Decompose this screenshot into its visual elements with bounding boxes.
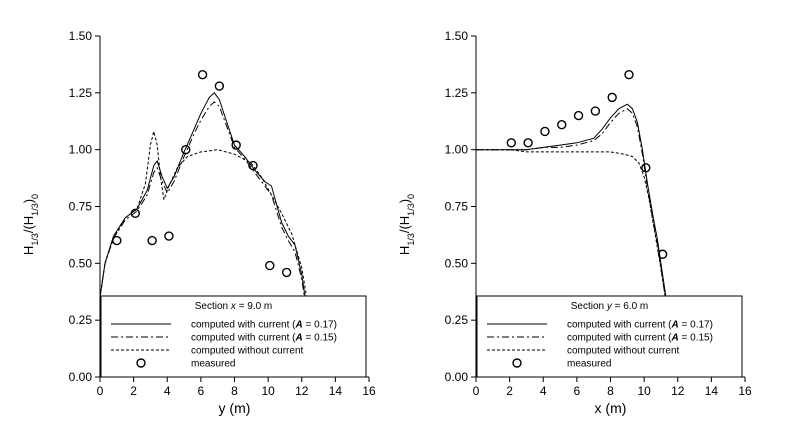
x-tick-label: 10 (261, 384, 275, 398)
x-tick-label: 2 (130, 384, 137, 398)
legend-marker-measured (512, 358, 522, 368)
measured-point (147, 235, 157, 246)
x-tick-label: 16 (362, 384, 376, 398)
x-tick-label: 8 (231, 384, 238, 398)
y-tick-label: 0.50 (69, 256, 93, 270)
x-tick-label: 0 (473, 384, 480, 398)
legend-entry-label: computed without current (191, 346, 304, 357)
measured-point (523, 138, 533, 148)
legend-title: Section x = 9.0 m (195, 301, 273, 312)
x-axis-label: x (m) (595, 400, 627, 416)
legend-marker-measured (136, 358, 146, 368)
legend-entry-label: computed with current (A = 0.15) (567, 333, 713, 344)
measured-point (248, 160, 258, 171)
y-tick-label: 1.50 (69, 29, 93, 43)
y-tick-label: 1.25 (445, 86, 469, 100)
series-line-dashdot (476, 108, 679, 377)
measured-point (197, 69, 208, 80)
y-tick-label: 0.75 (69, 200, 93, 214)
measured-point (265, 260, 275, 271)
x-tick-label: 14 (329, 384, 343, 398)
chart-panel-2: 0.00 0.25 0.50 0.75 1.00 1.25 1.50 0 2 4 6 8 10 12 14 1… (397, 29, 752, 416)
measured-point (657, 249, 668, 259)
x-tick-label: 2 (506, 384, 513, 398)
y-tick-label: 0.25 (69, 313, 93, 327)
measured-point (624, 69, 634, 80)
y-axis-label: H1/3/(H1/3)0 (397, 194, 416, 255)
x-axis-label: y (m) (219, 400, 251, 416)
measured-point (112, 235, 122, 246)
x-tick-label: 6 (574, 384, 581, 398)
measured-point (506, 138, 517, 148)
legend-entry-label: computed with current (A = 0.17) (191, 320, 337, 331)
x-tick-label: 12 (295, 384, 309, 398)
measured-point (590, 106, 601, 116)
x-tick-label: 4 (164, 384, 171, 398)
chart-panel-1: 0.00 0.25 0.50 0.75 1.00 1.25 1.50 0 2 4 6 8 10 12 14 1… (21, 29, 376, 416)
measured-point (130, 208, 141, 219)
legend-entry-label: computed with current (A = 0.17) (567, 320, 713, 331)
measured-point (214, 81, 225, 91)
measured-point (181, 144, 191, 155)
measured-point (557, 119, 567, 130)
series-line-solid (100, 92, 320, 377)
series-line-dotted (100, 131, 320, 377)
x-tick-label: 12 (671, 384, 685, 398)
x-tick-label: 10 (637, 384, 651, 398)
legend-entry-label: measured (191, 359, 235, 370)
x-tick-label: 16 (738, 384, 752, 398)
measured-point (281, 267, 292, 278)
x-tick-label: 14 (705, 384, 719, 398)
measured-point (231, 140, 241, 150)
legend-entry-label: computed without current (567, 346, 680, 357)
legend-title: Section y = 6.0 m (571, 301, 649, 312)
x-tick-label: 6 (198, 384, 205, 398)
series-line-dashdot (100, 101, 320, 377)
y-tick-label: 1.00 (69, 143, 93, 157)
x-tick-label: 4 (540, 384, 547, 398)
measured-point (641, 163, 651, 173)
y-tick-label: 0.00 (445, 370, 469, 384)
y-tick-label: 0.25 (445, 313, 469, 327)
series-line-dotted (476, 149, 679, 377)
y-tick-label: 1.50 (445, 29, 469, 43)
measured-point (540, 126, 550, 137)
y-tick-label: 1.25 (69, 86, 93, 100)
y-tick-label: 0.50 (445, 256, 469, 270)
measured-point (607, 92, 617, 103)
legend-entry-label: computed with current (A = 0.15) (191, 333, 337, 344)
y-axis-label: H1/3/(H1/3)0 (21, 194, 40, 255)
legend-entry-label: measured (567, 359, 611, 370)
measured-point (164, 231, 174, 241)
y-tick-label: 1.00 (445, 143, 469, 157)
measured-point (573, 110, 584, 121)
y-tick-label: 0.75 (445, 200, 469, 214)
y-tick-label: 0.00 (69, 370, 93, 384)
x-tick-label: 0 (97, 384, 104, 398)
x-tick-label: 8 (607, 384, 614, 398)
